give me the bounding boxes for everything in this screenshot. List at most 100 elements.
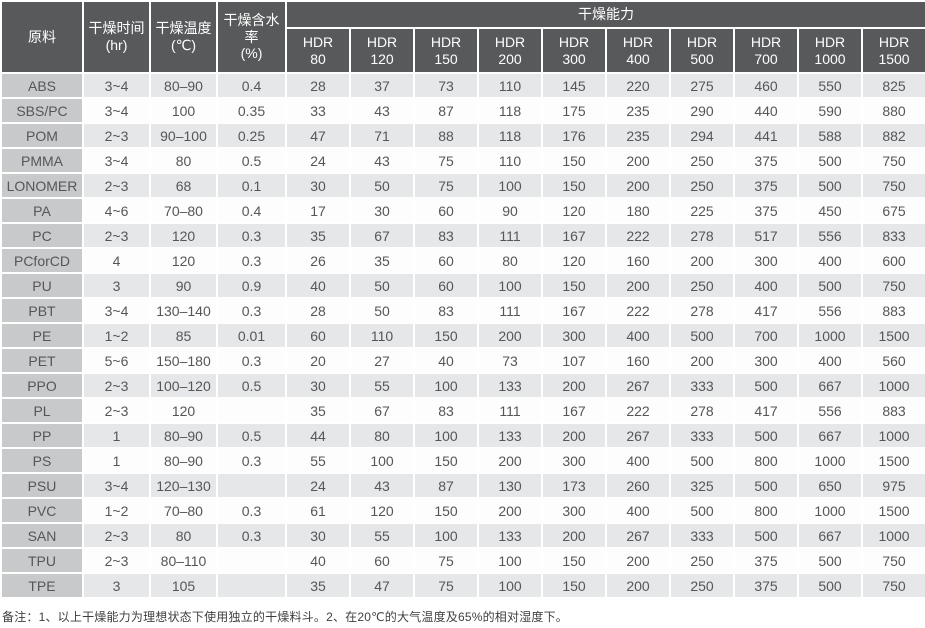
time-cell: 3~4 — [82, 472, 151, 499]
capacity-cell-hdr-80: 60 — [285, 322, 351, 349]
capacity-cell-hdr-500: 294 — [669, 122, 735, 149]
col-header-hdr-120: HDR 120 — [349, 27, 415, 74]
capacity-cell-hdr-80: 24 — [285, 147, 351, 174]
time-cell: 3~4 — [82, 297, 151, 324]
capacity-cell-hdr-1000: 400 — [797, 347, 863, 374]
material-cell: PBT — [0, 297, 84, 324]
capacity-cell-hdr-120: 35 — [349, 247, 415, 274]
capacity-cell-hdr-700: 400 — [733, 272, 799, 299]
material-cell: PA — [0, 197, 84, 224]
capacity-cell-hdr-80: 47 — [285, 122, 351, 149]
temp-cell: 80 — [149, 522, 218, 549]
capacity-cell-hdr-1000: 590 — [797, 97, 863, 124]
capacity-cell-hdr-1500: 1000 — [860, 422, 925, 449]
capacity-cell-hdr-120: 55 — [349, 372, 415, 399]
moisture-cell: 0.01 — [216, 322, 287, 349]
material-cell: TPU — [0, 547, 84, 574]
capacity-cell-hdr-200: 100 — [477, 272, 543, 299]
capacity-cell-hdr-120: 37 — [349, 72, 415, 99]
material-cell: POM — [0, 122, 84, 149]
capacity-cell-hdr-300: 200 — [541, 372, 607, 399]
capacity-cell-hdr-500: 250 — [669, 172, 735, 199]
capacity-cell-hdr-80: 35 — [285, 222, 351, 249]
capacity-cell-hdr-300: 145 — [541, 72, 607, 99]
capacity-cell-hdr-1000: 500 — [797, 172, 863, 199]
capacity-cell-hdr-80: 24 — [285, 472, 351, 499]
moisture-cell: 0.5 — [216, 422, 287, 449]
capacity-cell-hdr-150: 100 — [413, 422, 479, 449]
capacity-cell-hdr-300: 176 — [541, 122, 607, 149]
capacity-cell-hdr-200: 111 — [477, 297, 543, 324]
capacity-cell-hdr-500: 250 — [669, 572, 735, 599]
capacity-cell-hdr-200: 133 — [477, 372, 543, 399]
capacity-cell-hdr-1000: 556 — [797, 222, 863, 249]
capacity-cell-hdr-700: 500 — [733, 372, 799, 399]
capacity-cell-hdr-400: 200 — [605, 272, 671, 299]
capacity-cell-hdr-1000: 1000 — [797, 497, 863, 524]
table-row: PU 3 90 0.9 40 50 60 100 150 200 250 400 500 750 — [0, 272, 925, 299]
capacity-cell-hdr-80: 40 — [285, 547, 351, 574]
capacity-cell-hdr-500: 500 — [669, 322, 735, 349]
moisture-cell: 0.3 — [216, 247, 287, 274]
moisture-cell: 0.4 — [216, 197, 287, 224]
capacity-cell-hdr-120: 30 — [349, 197, 415, 224]
capacity-cell-hdr-300: 200 — [541, 422, 607, 449]
capacity-cell-hdr-120: 50 — [349, 172, 415, 199]
material-cell: LONOMER — [0, 172, 84, 199]
capacity-cell-hdr-200: 100 — [477, 547, 543, 574]
table-row: PVC 1~2 70–80 0.3 61 120 150 200 300 400 500 800 100… — [0, 497, 925, 524]
capacity-cell-hdr-700: 441 — [733, 122, 799, 149]
capacity-cell-hdr-200: 200 — [477, 322, 543, 349]
col-header-time: 干燥时间 (hr) — [82, 0, 151, 74]
material-cell: SAN — [0, 522, 84, 549]
capacity-cell-hdr-400: 235 — [605, 122, 671, 149]
material-cell: TPE — [0, 572, 84, 599]
capacity-cell-hdr-700: 460 — [733, 72, 799, 99]
capacity-cell-hdr-150: 100 — [413, 522, 479, 549]
time-cell: 2~3 — [82, 522, 151, 549]
capacity-cell-hdr-150: 40 — [413, 347, 479, 374]
capacity-cell-hdr-80: 33 — [285, 97, 351, 124]
capacity-cell-hdr-400: 222 — [605, 297, 671, 324]
capacity-cell-hdr-200: 130 — [477, 472, 543, 499]
moisture-cell — [216, 472, 287, 499]
capacity-cell-hdr-150: 75 — [413, 547, 479, 574]
capacity-cell-hdr-300: 173 — [541, 472, 607, 499]
moisture-cell: 0.5 — [216, 372, 287, 399]
col-header-moisture: 干燥含水率 (%) — [216, 0, 287, 74]
col-header-hdr-1000: HDR 1000 — [797, 27, 863, 74]
capacity-cell-hdr-1000: 667 — [797, 522, 863, 549]
capacity-cell-hdr-1000: 400 — [797, 247, 863, 274]
temp-cell: 80–90 — [149, 447, 218, 474]
capacity-cell-hdr-700: 417 — [733, 297, 799, 324]
time-cell: 3~4 — [82, 147, 151, 174]
col-header-moisture-unit: (%) — [240, 45, 263, 62]
capacity-cell-hdr-150: 87 — [413, 97, 479, 124]
table-row: PP 1 80–90 0.5 44 80 100 133 200 267 333 500 667 1000 — [0, 422, 925, 449]
capacity-cell-hdr-80: 35 — [285, 397, 351, 424]
capacity-cell-hdr-150: 150 — [413, 497, 479, 524]
capacity-cell-hdr-700: 440 — [733, 97, 799, 124]
capacity-cell-hdr-300: 200 — [541, 522, 607, 549]
capacity-cell-hdr-200: 100 — [477, 172, 543, 199]
temp-cell: 70–80 — [149, 497, 218, 524]
capacity-cell-hdr-1000: 588 — [797, 122, 863, 149]
footnote: 备注：1、以上干燥能力为理想状态下使用独立的干燥料斗。2、在20℃的大气温度及6… — [2, 610, 568, 624]
capacity-cell-hdr-150: 73 — [413, 72, 479, 99]
capacity-cell-hdr-400: 160 — [605, 247, 671, 274]
header-row-top: 原料 干燥时间 (hr) 干燥温度 (℃) 干燥含水率 (%) 干燥能力 — [0, 0, 925, 74]
capacity-cell-hdr-1000: 500 — [797, 547, 863, 574]
capacity-cell-hdr-200: 73 — [477, 347, 543, 374]
capacity-cell-hdr-120: 80 — [349, 422, 415, 449]
capacity-cell-hdr-120: 71 — [349, 122, 415, 149]
capacity-cell-hdr-80: 30 — [285, 522, 351, 549]
table-row: PBT 3~4 130–140 0.3 28 50 83 111 167 222 278 417 556… — [0, 297, 925, 324]
col-header-hdr-150: HDR 150 — [413, 27, 479, 74]
capacity-cell-hdr-120: 67 — [349, 222, 415, 249]
capacity-cell-hdr-1500: 833 — [860, 222, 925, 249]
material-cell: ABS — [0, 72, 84, 99]
capacity-cell-hdr-400: 267 — [605, 422, 671, 449]
capacity-cell-hdr-150: 75 — [413, 147, 479, 174]
material-cell: PL — [0, 397, 84, 424]
capacity-cell-hdr-700: 500 — [733, 472, 799, 499]
